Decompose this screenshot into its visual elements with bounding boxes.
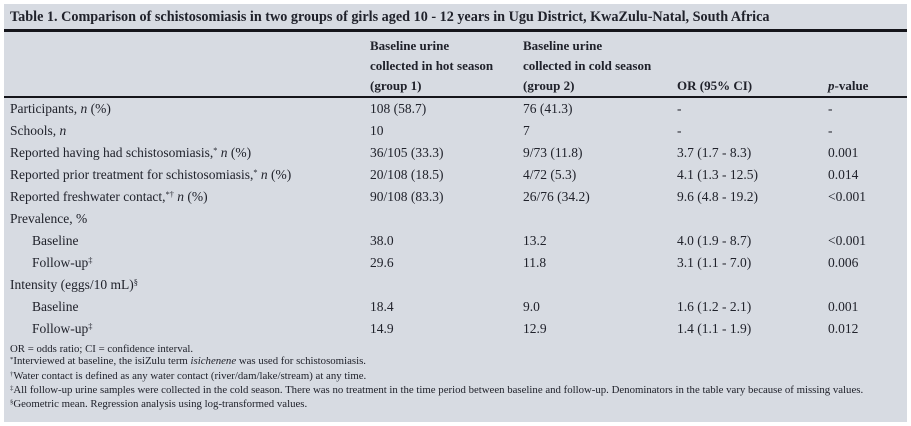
- cell-odds-ratio: 3.1 (1.1 - 7.0): [677, 255, 752, 270]
- footnote: ‡All follow-up urine samples were collec…: [10, 383, 864, 396]
- cell-group2: 26/76 (34.2): [523, 189, 590, 204]
- row-label: Participants, n (%): [10, 101, 111, 116]
- table-row: Reported prior treatment for schistosomi…: [4, 164, 907, 186]
- row-label: Prevalence, %: [10, 211, 88, 226]
- cell-p-value: 0.014: [828, 167, 859, 182]
- column-header-row-label-line-3: [10, 76, 370, 96]
- cell-group1: 14.9: [370, 321, 394, 336]
- table-body: Participants, n (%) 108 (58.7) 76 (41.3) - -…: [4, 98, 907, 340]
- cell-group1: 38.0: [370, 233, 394, 248]
- cell-group1: 20/108 (18.5): [370, 167, 444, 182]
- cell-p-value: [828, 208, 907, 230]
- row-label: Baseline: [32, 299, 79, 314]
- row-label: Intensity (eggs/10 mL)§: [10, 277, 138, 292]
- cell-group2: [523, 208, 677, 230]
- cell-group1: 90/108 (83.3): [370, 189, 444, 204]
- cell-group2: 76 (41.3): [523, 101, 573, 116]
- table-row: Reported having had schistosomiasis,* n …: [4, 142, 907, 164]
- cell-group1: [370, 208, 523, 230]
- column-header-p-value-line-1: [828, 36, 907, 56]
- cell-p-value: 0.001: [828, 299, 859, 314]
- column-header-odds-ratio-line-3: OR (95% CI): [677, 78, 753, 93]
- header-rule: [4, 96, 907, 98]
- table-row: Prevalence, %: [4, 208, 907, 230]
- cell-p-value: [828, 274, 907, 298]
- cell-odds-ratio: 9.6 (4.8 - 19.2): [677, 189, 758, 204]
- cell-group2: [523, 274, 677, 298]
- cell-group1: 10: [370, 123, 384, 138]
- table-row: Reported freshwater contact,*† n (%) 90/1…: [4, 186, 907, 208]
- column-header-p-value-line-3: p-value: [828, 78, 869, 93]
- cell-group1: 36/105 (33.3): [370, 145, 444, 160]
- cell-group2: 9.0: [523, 299, 540, 314]
- row-label: Follow-up‡: [32, 321, 93, 336]
- column-header-group1: Baseline urine collected in hot season (gr…: [370, 36, 523, 96]
- row-label: Follow-up‡: [32, 255, 93, 270]
- table-header: Baseline urine collected in hot season (gr…: [4, 36, 907, 96]
- cell-group2: 13.2: [523, 233, 547, 248]
- table-figure: Table 1. Comparison of schistosomiasis i…: [4, 4, 907, 422]
- table-row: Participants, n (%) 108 (58.7) 76 (41.3) - -: [4, 98, 907, 120]
- cell-group1: 29.6: [370, 255, 394, 270]
- column-header-row-label-line-2: [10, 56, 370, 76]
- table-row: Baseline 38.0 13.2 4.0 (1.9 - 8.7) <0.001: [4, 230, 907, 252]
- table-row: Baseline 18.4 9.0 1.6 (1.2 - 2.1) 0.001: [4, 296, 907, 318]
- cell-odds-ratio: 4.1 (1.3 - 12.5): [677, 167, 758, 182]
- table-row: Intensity (eggs/10 mL)§: [4, 274, 907, 296]
- footnote: †Water contact is defined as any water c…: [10, 369, 367, 382]
- cell-group1: 18.4: [370, 299, 394, 314]
- title-rule: [4, 29, 907, 32]
- cell-odds-ratio: -: [677, 123, 682, 138]
- table-footnotes: OR = odds ratio; CI = confidence interva…: [4, 343, 907, 412]
- cell-group2: 11.8: [523, 255, 547, 270]
- cell-p-value: -: [828, 123, 833, 138]
- cell-p-value: 0.006: [828, 255, 859, 270]
- column-header-group2-line-1: Baseline urine: [523, 38, 603, 53]
- cell-p-value: 0.001: [828, 145, 859, 160]
- column-header-p-value: p-value: [828, 36, 907, 96]
- cell-odds-ratio: [677, 208, 828, 230]
- cell-group2: 9/73 (11.8): [523, 145, 583, 160]
- footnote: OR = odds ratio; CI = confidence interva…: [10, 343, 194, 355]
- column-header-group2-line-2: collected in cold season: [523, 58, 652, 73]
- cell-odds-ratio: 1.4 (1.1 - 1.9): [677, 321, 752, 336]
- row-label: Reported having had schistosomiasis,* n …: [10, 145, 252, 160]
- column-header-group2: Baseline urine collected in cold season (g…: [523, 36, 677, 96]
- table-row: Follow-up‡ 14.9 12.9 1.4 (1.1 - 1.9) 0.012: [4, 318, 907, 340]
- cell-p-value: -: [828, 101, 833, 116]
- column-header-row-label: [4, 36, 370, 96]
- column-header-p-value-line-2: [828, 56, 907, 76]
- column-header-group2-line-3: (group 2): [523, 78, 575, 93]
- table-row: Follow-up‡ 29.6 11.8 3.1 (1.1 - 7.0) 0.006: [4, 252, 907, 274]
- row-label: Reported prior treatment for schistosomi…: [10, 167, 292, 182]
- cell-odds-ratio: 4.0 (1.9 - 8.7): [677, 233, 752, 248]
- cell-p-value: 0.012: [828, 321, 859, 336]
- cell-group2: 12.9: [523, 321, 547, 336]
- cell-group2: 7: [523, 123, 530, 138]
- cell-odds-ratio: 3.7 (1.7 - 8.3): [677, 145, 752, 160]
- cell-p-value: <0.001: [828, 233, 866, 248]
- cell-group1: [370, 274, 523, 298]
- column-header-odds-ratio: OR (95% CI): [677, 36, 828, 96]
- cell-odds-ratio: 1.6 (1.2 - 2.1): [677, 299, 752, 314]
- table-title: Table 1. Comparison of schistosomiasis i…: [10, 9, 770, 25]
- row-label: Schools, n: [10, 123, 67, 138]
- cell-odds-ratio: -: [677, 101, 682, 116]
- cell-p-value: <0.001: [828, 189, 866, 204]
- cell-odds-ratio: [677, 274, 828, 298]
- column-header-odds-ratio-line-2: [677, 56, 828, 76]
- cell-group2: 4/72 (5.3): [523, 167, 577, 182]
- footnote: §Geometric mean. Regression analysis usi…: [10, 398, 308, 411]
- column-header-odds-ratio-line-1: [677, 36, 828, 56]
- table-row: Schools, n 10 7 - -: [4, 120, 907, 142]
- column-header-group1-line-3: (group 1): [370, 78, 422, 93]
- cell-group1: 108 (58.7): [370, 101, 427, 116]
- row-label: Baseline: [32, 233, 79, 248]
- footnote: *Interviewed at baseline, the isiZulu te…: [10, 355, 366, 368]
- column-header-group1-line-2: collected in hot season: [370, 58, 494, 73]
- row-label: Reported freshwater contact,*† n (%): [10, 189, 208, 204]
- column-header-group1-line-1: Baseline urine: [370, 38, 450, 53]
- column-header-row-label-line-1: [10, 36, 370, 56]
